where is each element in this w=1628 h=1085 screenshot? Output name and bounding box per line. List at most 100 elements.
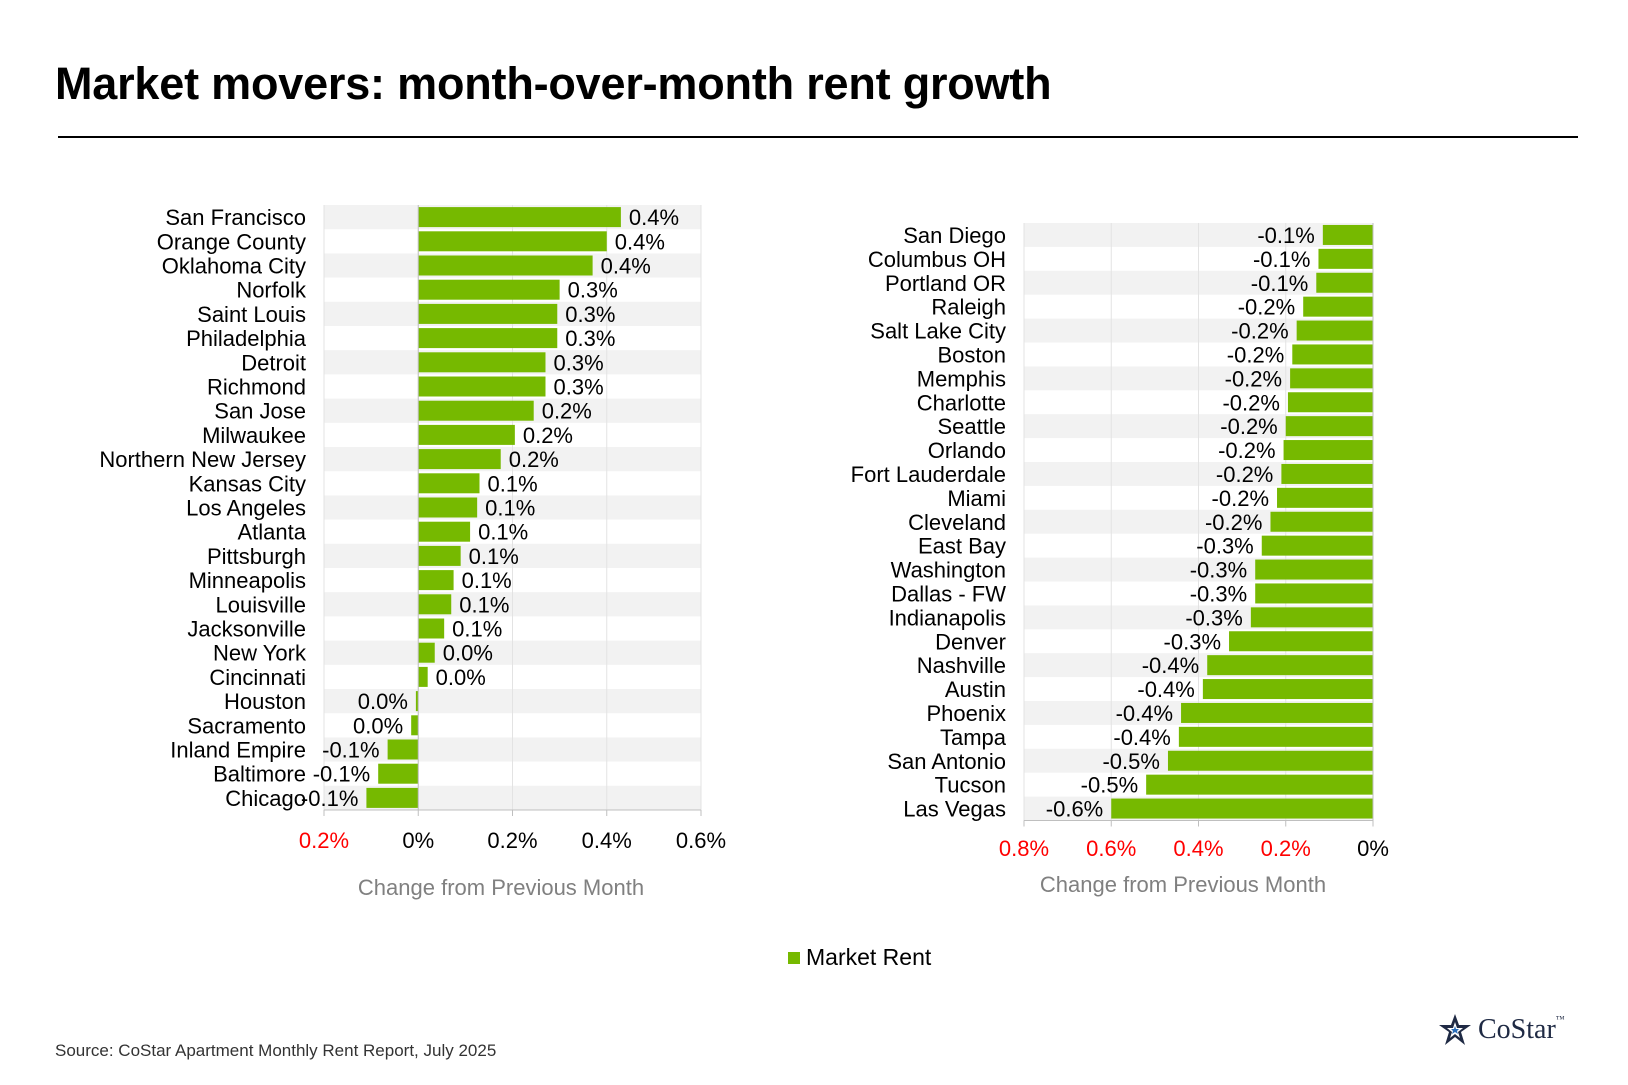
x-axis-title: Change from Previous Month <box>1040 872 1326 897</box>
bar <box>1285 416 1373 437</box>
data-label: 0.0% <box>358 689 408 714</box>
data-label: -0.2% <box>1238 295 1295 320</box>
category-label: Washington <box>891 558 1006 583</box>
category-label: Phoenix <box>926 701 1006 726</box>
category-label: Charlotte <box>917 390 1006 415</box>
data-label: -0.4% <box>1113 725 1170 750</box>
data-label: -0.5% <box>1102 749 1159 774</box>
data-label: -0.3% <box>1196 534 1253 559</box>
category-label: Boston <box>938 342 1007 367</box>
legend-swatch <box>788 951 800 964</box>
bar <box>1281 463 1373 484</box>
bar <box>411 715 419 736</box>
data-label: 0.1% <box>485 496 535 521</box>
category-label: Minneapolis <box>189 568 306 593</box>
data-label: -0.2% <box>1222 390 1279 415</box>
data-label: 0.4% <box>629 205 679 230</box>
x-axis-title: Change from Previous Month <box>358 875 644 900</box>
bar <box>1202 679 1373 700</box>
data-label: -0.2% <box>1225 366 1282 391</box>
data-label: -0.3% <box>1190 558 1247 583</box>
bar <box>418 545 461 566</box>
data-label: -0.1% <box>322 738 379 763</box>
bar <box>1207 655 1373 676</box>
category-label: San Francisco <box>165 205 306 230</box>
x-tick-label: 0.6% <box>676 828 726 853</box>
category-label: San Jose <box>214 399 306 424</box>
bar <box>418 303 558 324</box>
title-divider <box>58 136 1578 138</box>
bar <box>1255 559 1373 580</box>
x-tick-label: 0.2% <box>299 828 349 853</box>
data-label: -0.4% <box>1137 677 1194 702</box>
category-label: Dallas - FW <box>891 581 1006 606</box>
category-label: Indianapolis <box>889 605 1006 630</box>
data-label: -0.3% <box>1190 581 1247 606</box>
data-label: 0.0% <box>353 713 403 738</box>
data-label: -0.6% <box>1046 797 1103 822</box>
data-label: -0.3% <box>1185 605 1242 630</box>
category-label: Atlanta <box>238 520 307 545</box>
data-label: -0.1% <box>313 762 370 787</box>
category-label: Miami <box>947 486 1006 511</box>
bar <box>418 352 546 373</box>
data-label: 0.3% <box>568 278 618 303</box>
bar <box>418 666 428 687</box>
category-label: Fort Lauderdale <box>851 462 1006 487</box>
category-label: Baltimore <box>213 762 306 787</box>
bar <box>366 787 419 808</box>
bar <box>1111 798 1373 819</box>
bar <box>1270 511 1373 532</box>
bar <box>1296 320 1373 341</box>
bar <box>1316 272 1373 293</box>
data-label: -0.1% <box>301 786 358 811</box>
category-label: Chicago <box>225 786 306 811</box>
category-label: Richmond <box>207 375 306 400</box>
data-label: 0.0% <box>436 665 486 690</box>
bar <box>418 497 478 518</box>
bar <box>1303 296 1373 317</box>
bar <box>1261 535 1373 556</box>
bar <box>418 642 435 663</box>
bar <box>1250 607 1373 628</box>
x-tick-label: 0.4% <box>1173 836 1223 861</box>
x-tick-label: 0.8% <box>999 836 1049 861</box>
bar <box>418 449 501 470</box>
legend-label: Market Rent <box>806 944 932 970</box>
bar <box>1292 344 1373 365</box>
bar <box>418 521 471 542</box>
data-label: 0.1% <box>452 617 502 642</box>
bar <box>418 570 454 591</box>
category-label: Saint Louis <box>197 302 306 327</box>
data-label: 0.2% <box>523 423 573 448</box>
data-label: -0.2% <box>1231 319 1288 344</box>
data-label: 0.3% <box>565 326 615 351</box>
bar <box>418 400 534 421</box>
bar <box>1277 487 1373 508</box>
bar <box>1290 368 1373 389</box>
logo-text: CoStar™ <box>1478 1014 1565 1045</box>
bar <box>378 763 419 784</box>
data-label: 0.3% <box>553 375 603 400</box>
category-label: San Diego <box>903 223 1006 248</box>
category-label: Denver <box>935 629 1006 654</box>
category-label: Pittsburgh <box>207 544 306 569</box>
category-label: Inland Empire <box>170 738 306 763</box>
category-label: Louisville <box>216 592 307 617</box>
data-label: -0.1% <box>1257 223 1314 248</box>
data-label: -0.2% <box>1227 342 1284 367</box>
bar <box>1167 750 1373 771</box>
bar <box>1287 392 1373 413</box>
data-label: -0.4% <box>1116 701 1173 726</box>
data-label: 0.1% <box>459 592 509 617</box>
x-tick-label: 0.6% <box>1086 836 1136 861</box>
category-label: Las Vegas <box>903 797 1006 822</box>
costar-logo: CoStar™ <box>1438 1013 1565 1047</box>
data-label: -0.2% <box>1212 486 1269 511</box>
category-label: Cincinnati <box>209 665 306 690</box>
category-label: Milwaukee <box>202 423 306 448</box>
category-label: Los Angeles <box>186 496 306 521</box>
bar <box>418 255 593 276</box>
data-label: -0.1% <box>1251 271 1308 296</box>
